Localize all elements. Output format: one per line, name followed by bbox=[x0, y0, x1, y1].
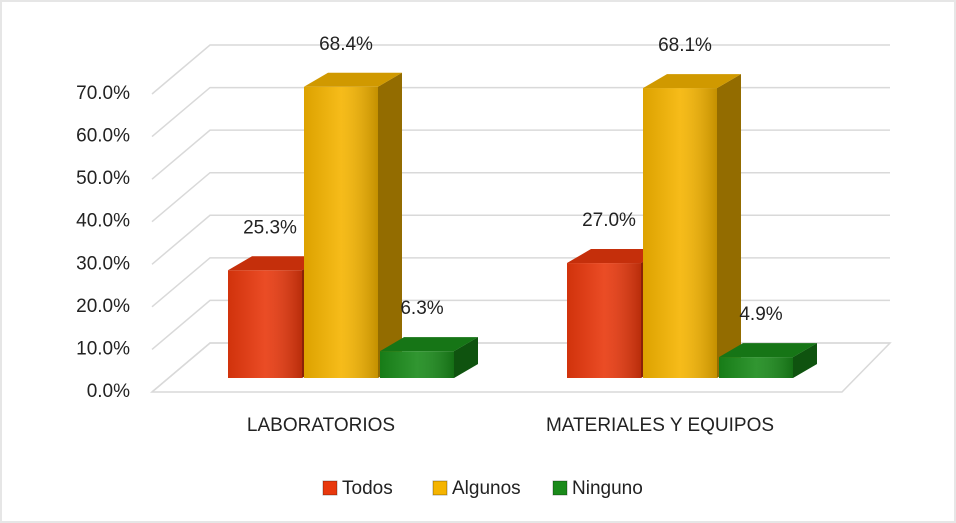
bar-shade bbox=[380, 351, 454, 378]
value-label: 27.0% bbox=[582, 210, 636, 231]
bar bbox=[304, 72, 402, 378]
grid-line bbox=[151, 44, 890, 95]
bar-side-shade bbox=[717, 74, 741, 379]
bar-top-shade bbox=[719, 343, 817, 358]
value-label: 68.4% bbox=[319, 34, 373, 55]
bar-top-shade bbox=[567, 249, 665, 264]
y-tick-label: 0.0% bbox=[87, 381, 130, 402]
bar-side bbox=[454, 337, 478, 378]
bar-side-shade bbox=[793, 343, 817, 378]
bar-shade bbox=[228, 270, 302, 378]
bar-top bbox=[643, 74, 741, 89]
value-label: 6.3% bbox=[400, 298, 443, 319]
y-tick-label: 50.0% bbox=[76, 168, 130, 189]
legend-label: Ninguno bbox=[572, 478, 643, 499]
y-tick-label: 30.0% bbox=[76, 253, 130, 274]
bar bbox=[380, 337, 478, 378]
legend-label: Todos bbox=[342, 478, 393, 499]
bar bbox=[643, 74, 741, 379]
bar-top-shade bbox=[643, 74, 741, 89]
value-label: 68.1% bbox=[658, 35, 712, 56]
legend-label: Algunos bbox=[452, 478, 521, 499]
x-tick-label: LABORATORIOS bbox=[247, 415, 395, 436]
bar-shade bbox=[567, 263, 641, 378]
y-tick-label: 70.0% bbox=[76, 83, 130, 104]
bar-top-shade bbox=[228, 256, 326, 271]
legend-swatch bbox=[552, 480, 568, 496]
bar-side-shade bbox=[378, 72, 402, 378]
bar-top-shade bbox=[380, 337, 478, 352]
bar-top bbox=[719, 343, 817, 358]
bar-top-shade bbox=[304, 72, 402, 87]
bar-side bbox=[378, 72, 402, 378]
x-tick-label: MATERIALES Y EQUIPOS bbox=[546, 415, 774, 436]
bar-side bbox=[717, 74, 741, 379]
value-label: 25.3% bbox=[243, 217, 297, 238]
bar-top bbox=[567, 249, 665, 264]
y-tick-label: 40.0% bbox=[76, 211, 130, 232]
y-tick-label: 10.0% bbox=[76, 338, 130, 359]
legend-swatch bbox=[322, 480, 338, 496]
y-tick-label: 60.0% bbox=[76, 126, 130, 147]
bar-shade bbox=[643, 88, 717, 379]
y-tick-label: 20.0% bbox=[76, 296, 130, 317]
bar-shade bbox=[304, 86, 378, 378]
bar bbox=[719, 343, 817, 378]
bar-shade bbox=[719, 357, 793, 378]
bar-top bbox=[228, 256, 326, 271]
legend-swatch bbox=[432, 480, 448, 496]
bar-top bbox=[380, 337, 478, 352]
value-label: 4.9% bbox=[739, 304, 782, 325]
bar-side bbox=[793, 343, 817, 378]
bar-top bbox=[304, 72, 402, 87]
bar-side-shade bbox=[454, 337, 478, 378]
